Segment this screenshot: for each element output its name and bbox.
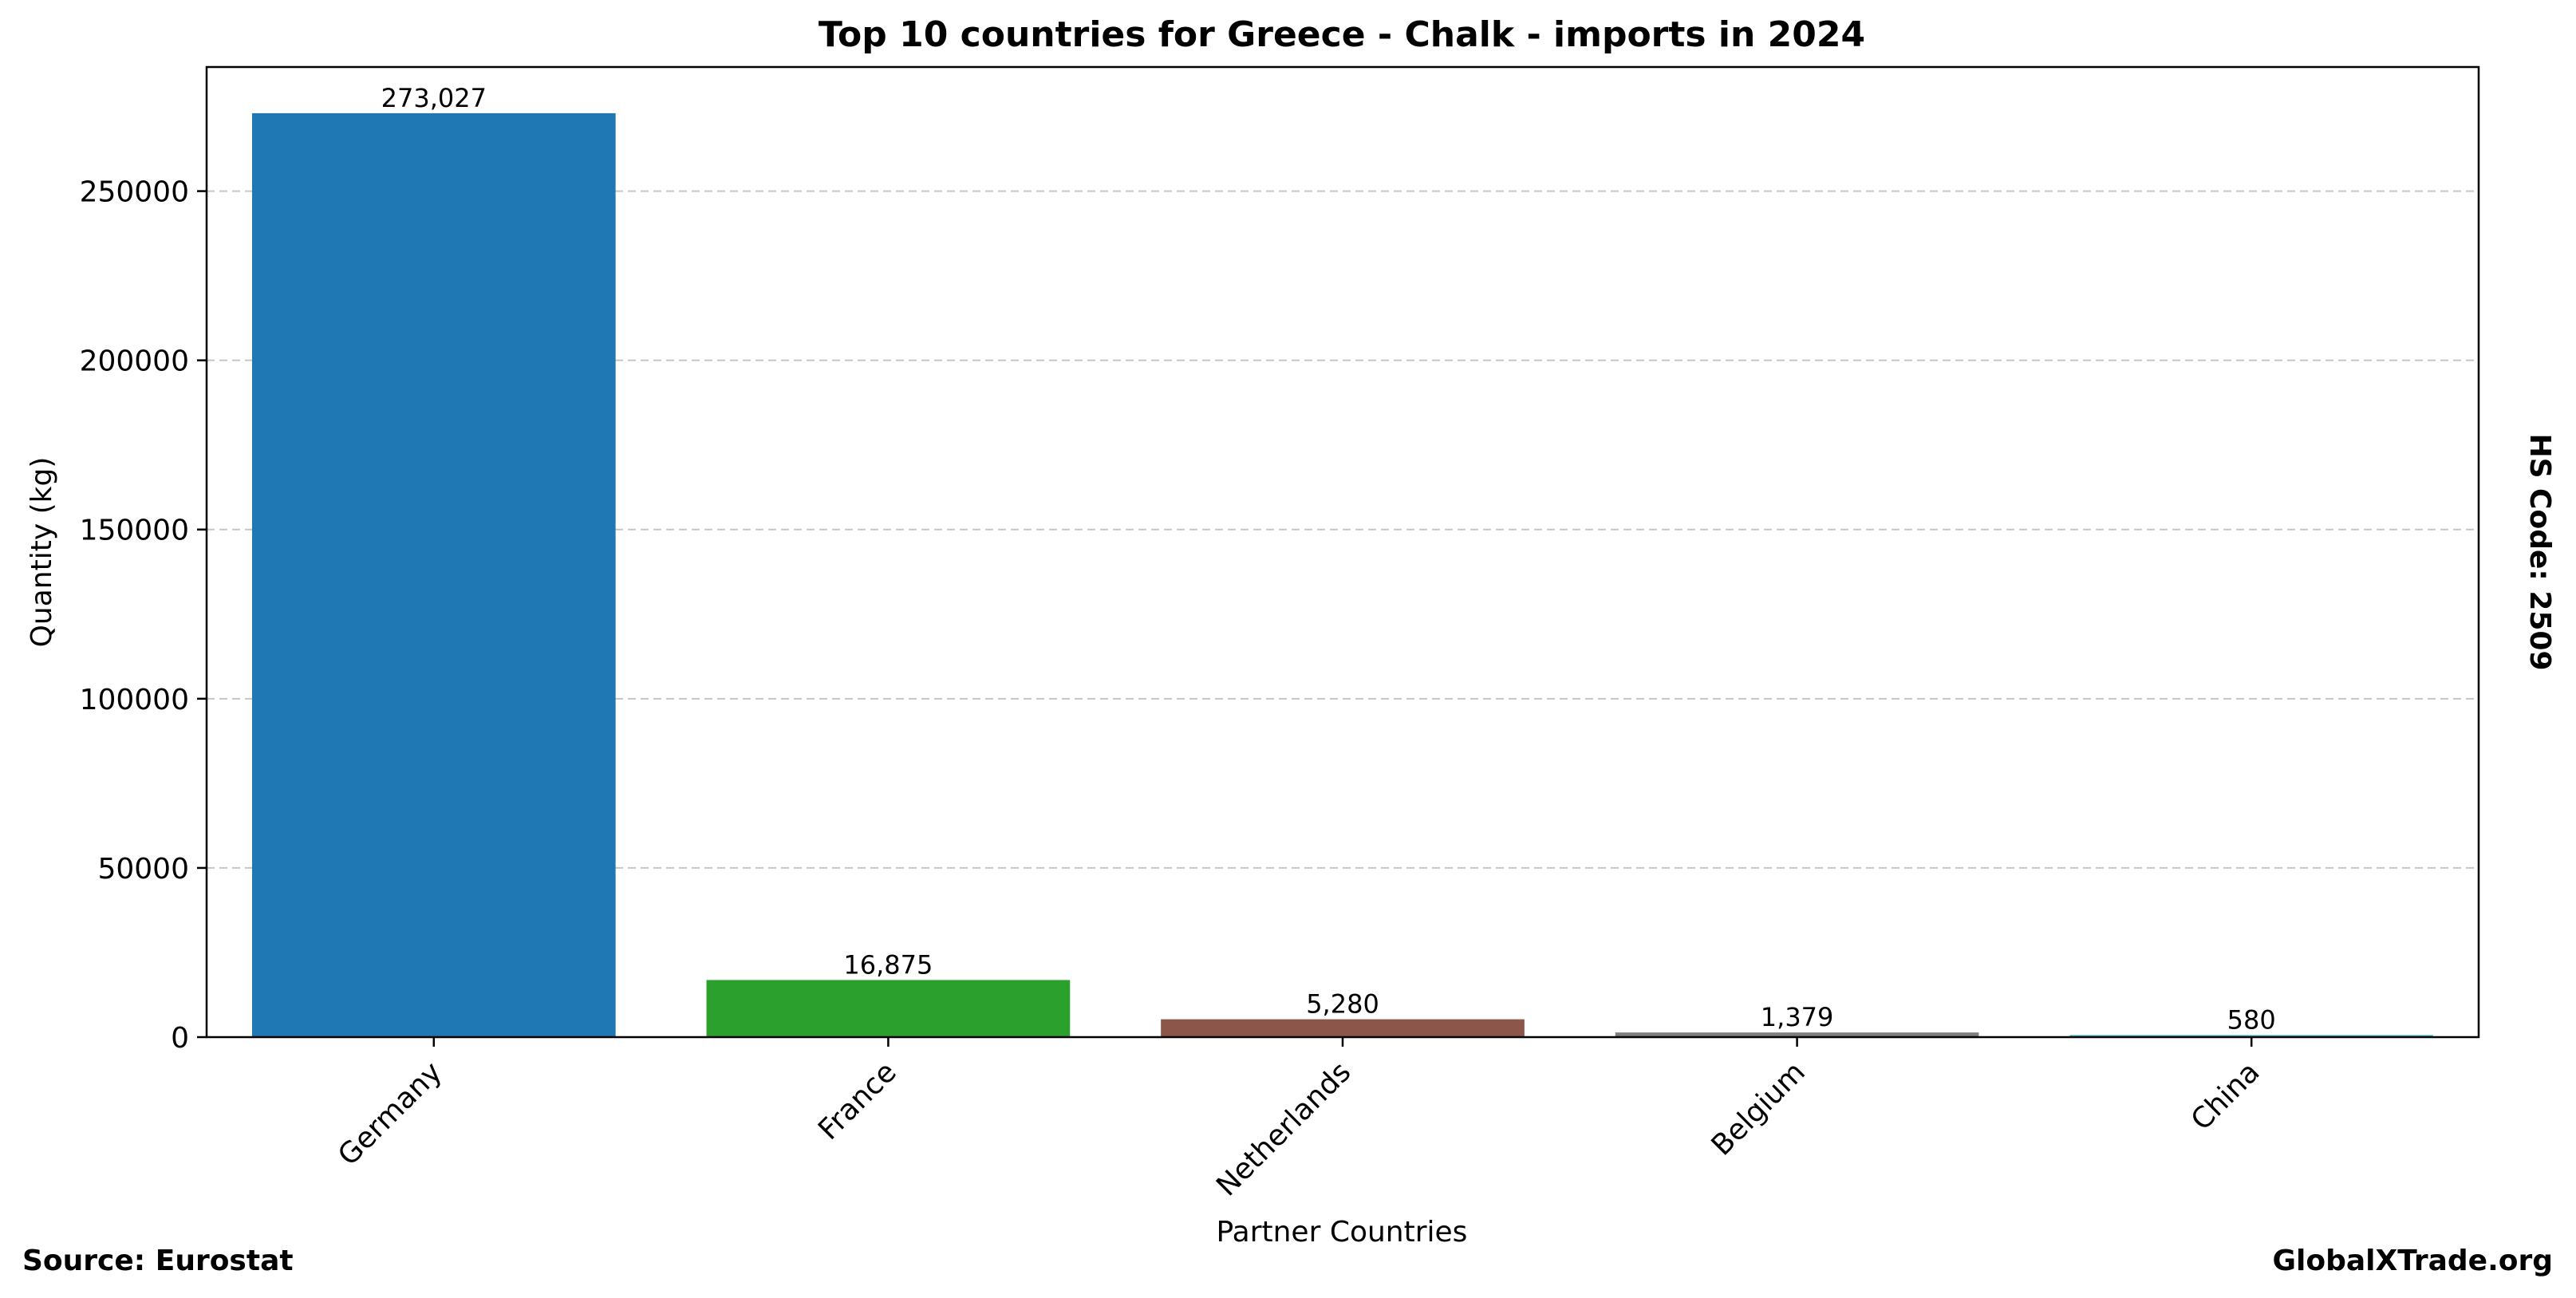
y-tick-label: 100000 — [80, 684, 189, 716]
y-axis-label: Quantity (kg) — [26, 457, 58, 648]
x-tick-label: France — [812, 1055, 903, 1146]
x-tick-label: Germany — [332, 1055, 448, 1172]
x-tick-label: China — [2185, 1055, 2266, 1137]
x-axis: Germany France Netherlands Belgium China — [332, 1037, 2266, 1203]
bar-belgium — [1615, 1032, 1979, 1037]
bar-france — [706, 980, 1071, 1037]
x-axis-label: Partner Countries — [1217, 1216, 1468, 1249]
bar-netherlands — [1161, 1019, 1525, 1037]
bar-value-label: 580 — [2227, 1005, 2276, 1036]
bar-germany — [251, 112, 616, 1038]
bar-value-label: 273,027 — [381, 83, 487, 113]
bar-value-label: 1,379 — [1761, 1002, 1834, 1032]
y-tick-label: 0 — [171, 1022, 189, 1055]
hs-code-label: HS Code: 2509 — [2523, 433, 2556, 670]
bar-labels-layer: 273,027 16,875 5,280 1,379 580 — [381, 83, 2276, 1036]
x-tick-label: Belgium — [1706, 1055, 1812, 1162]
bar-value-label: 16,875 — [843, 949, 933, 980]
y-tick-label: 200000 — [80, 345, 189, 378]
y-tick-label: 150000 — [80, 515, 189, 547]
x-tick-label: Netherlands — [1210, 1055, 1357, 1202]
source-note: Source: Eurostat — [22, 1245, 294, 1277]
grid-layer — [207, 190, 2479, 869]
y-tick-label: 250000 — [80, 176, 189, 209]
y-axis: 0 50000 100000 150000 200000 250000 — [80, 176, 207, 1055]
bar-value-label: 5,280 — [1306, 989, 1379, 1020]
chart-title: Top 10 countries for Greece - Chalk - im… — [819, 14, 1865, 55]
brand-note: GlobalXTrade.org — [2272, 1245, 2553, 1277]
y-tick-label: 50000 — [97, 853, 189, 886]
bars-layer — [251, 112, 2434, 1038]
